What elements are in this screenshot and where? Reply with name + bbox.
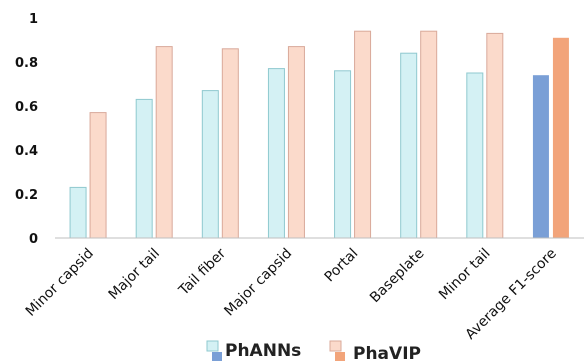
bar-phanns-1: [135, 98, 153, 239]
y-tick-label: 1: [29, 12, 38, 27]
bar-phanns-3: [267, 68, 285, 239]
bar-phanns-4: [334, 70, 352, 239]
x-tick-label: Tail fiber: [175, 245, 229, 299]
bar-phanns-7: [532, 75, 549, 238]
legend-swatch-phavip-light: [329, 340, 342, 352]
x-tick-label: Major tail: [106, 246, 163, 303]
x-tick-label: Minor tail: [436, 246, 494, 304]
bar-phavip-6: [486, 32, 504, 239]
bar-phavip-4: [354, 30, 372, 239]
x-tick-label: Major capsid: [221, 246, 295, 320]
legend-swatch-phanns-dark: [212, 352, 222, 361]
y-tick-label: 0.4: [15, 144, 38, 159]
legend-swatch-phanns-light: [206, 340, 219, 352]
legend-label-phanns: PhANNs: [225, 341, 301, 361]
legend-swatch-phavip-dark: [335, 352, 345, 361]
y-tick-label: 0.2: [15, 188, 38, 203]
x-tick-label: Baseplate: [367, 246, 428, 307]
bar-phavip-0: [89, 112, 107, 239]
legend: PhANNs PhaVIP: [206, 340, 421, 362]
bar-phavip-5: [420, 30, 438, 239]
y-tick-label: 0: [29, 232, 38, 247]
x-tick-label: Minor capsid: [23, 246, 97, 320]
bars: [69, 30, 569, 239]
bar-phanns-0: [69, 186, 87, 239]
bar-phavip-3: [287, 46, 305, 239]
bar-phanns-5: [400, 52, 418, 239]
bar-phavip-1: [155, 46, 173, 239]
x-tick-label: Portal: [322, 246, 362, 286]
bar-phavip-2: [221, 48, 239, 239]
bar-phavip-7: [552, 37, 569, 238]
legend-label-phavip: PhaVIP: [353, 344, 421, 362]
bar-phanns-6: [466, 72, 484, 239]
bar-phanns-2: [201, 90, 219, 239]
y-tick-label: 0.6: [15, 100, 38, 115]
y-axis-ticks: 0 0.2 0.4 0.6 0.8 1: [15, 12, 38, 247]
y-tick-label: 0.8: [15, 56, 38, 71]
